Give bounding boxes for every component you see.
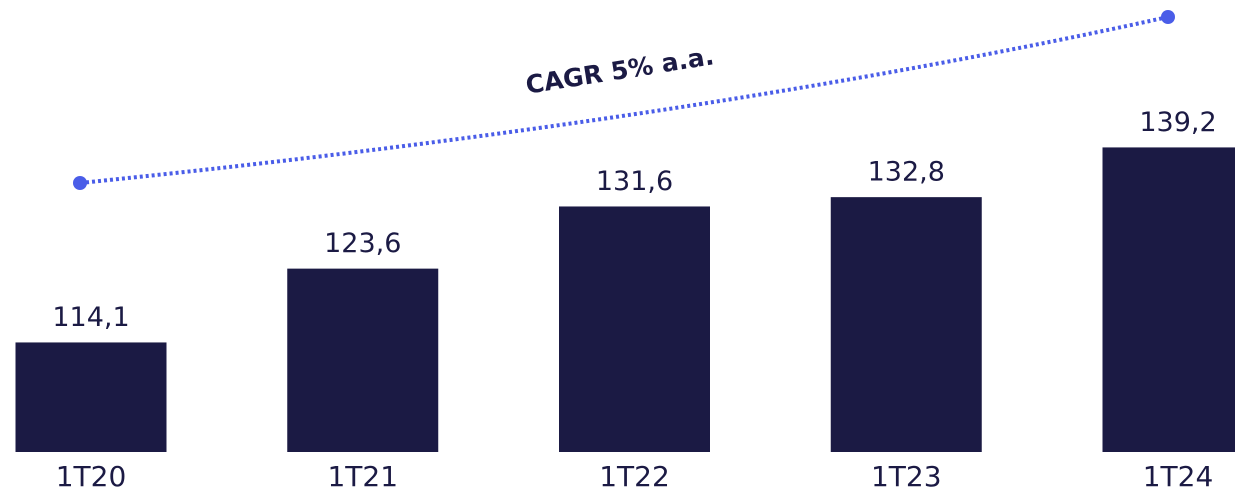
x-tick-label: 1T20: [56, 460, 127, 492]
x-tick-label: 1T24: [1143, 460, 1214, 492]
bar: [559, 206, 710, 452]
x-tick-label: 1T23: [871, 460, 942, 492]
bar: [1102, 147, 1235, 452]
value-label: 114,1: [52, 302, 129, 333]
value-label: 139,2: [1139, 107, 1216, 138]
value-label: 131,6: [596, 166, 673, 197]
bar: [287, 268, 439, 452]
bar: [830, 197, 982, 452]
trend-start: [73, 176, 87, 190]
x-tick-label: 1T21: [327, 460, 398, 492]
bar: [15, 342, 167, 452]
annotation: CAGR 5% a.a.: [524, 41, 716, 99]
trend-end: [1161, 10, 1175, 24]
value-label: 123,6: [324, 228, 401, 259]
value-label: 132,8: [868, 157, 945, 188]
x-tick-label: 1T22: [599, 460, 670, 492]
trend-curve: [79, 15, 1169, 185]
